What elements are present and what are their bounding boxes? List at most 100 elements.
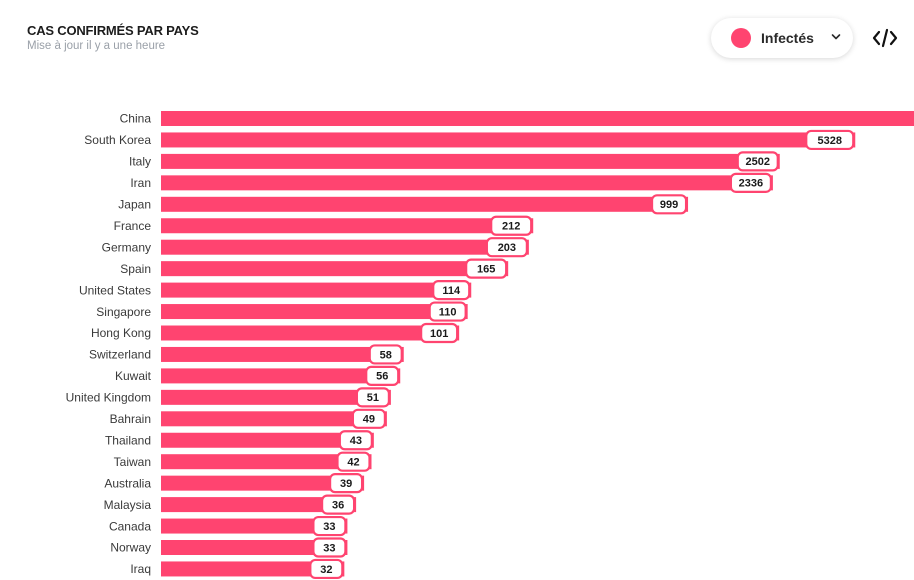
- bar-row: United States 114: [79, 280, 472, 301]
- value-label: 58: [380, 349, 392, 361]
- value-label-box: [338, 430, 373, 451]
- bar: [161, 196, 689, 212]
- value-label-box: [490, 215, 533, 236]
- bar: [161, 497, 357, 513]
- country-label: Iran: [130, 176, 151, 190]
- value-label: 56: [376, 371, 388, 383]
- country-label: Spain: [120, 262, 151, 276]
- bar: [161, 218, 534, 234]
- value-label: 43: [350, 435, 362, 447]
- bar: [161, 540, 348, 555]
- bar-row: Spain 165: [120, 258, 509, 279]
- value-label-box: [729, 172, 772, 193]
- metric-filter-label: Infectés: [761, 30, 814, 46]
- bar: [161, 111, 914, 126]
- bar: [161, 153, 780, 169]
- metric-color-dot: [731, 28, 751, 48]
- bar: [161, 561, 345, 577]
- bar: [161, 325, 460, 341]
- value-label: 51: [367, 392, 379, 404]
- country-label: Kuwait: [115, 369, 152, 383]
- bar: [161, 518, 348, 534]
- value-label-box: [312, 537, 347, 558]
- value-label: 114: [442, 285, 461, 297]
- bar-row: Hong Kong 101: [91, 322, 460, 344]
- value-label-box: [355, 387, 390, 408]
- bar: [161, 454, 372, 470]
- value-label: 110: [439, 306, 457, 318]
- value-label: 39: [340, 478, 352, 490]
- country-label: Hong Kong: [91, 326, 151, 340]
- value-label: 165: [477, 263, 495, 275]
- bar-row: Malaysia 36: [104, 494, 357, 515]
- bar-row: Australia 39: [104, 473, 365, 494]
- value-label: 2502: [746, 156, 770, 168]
- bar-row: Taiwan 42: [114, 451, 372, 472]
- value-label: 49: [363, 414, 375, 426]
- value-label: 212: [502, 221, 520, 233]
- value-label-box: [368, 344, 403, 365]
- country-label: Bahrain: [110, 412, 151, 426]
- bar-row: Japan 999: [118, 194, 689, 215]
- bar: [161, 475, 365, 491]
- bar: [161, 261, 509, 277]
- bar: [161, 432, 374, 448]
- bar-row: Thailand 43: [105, 430, 374, 451]
- bar: [161, 346, 404, 362]
- value-label-box: [336, 451, 371, 472]
- bar: [161, 239, 529, 255]
- country-label: Thailand: [105, 433, 151, 447]
- bar: [161, 389, 391, 405]
- value-label: 33: [323, 542, 335, 554]
- value-label-box: [465, 258, 508, 279]
- chevron-down-icon: [831, 34, 841, 40]
- country-label: Malaysia: [104, 498, 152, 512]
- metric-filter-dropdown[interactable]: Infectés: [711, 18, 853, 58]
- value-label: 36: [332, 499, 344, 511]
- last-updated-text: Mise à jour il y a une heure: [27, 40, 166, 52]
- bar: [161, 175, 773, 191]
- value-label: 5328: [818, 135, 842, 147]
- country-label: Iraq: [130, 562, 151, 576]
- value-label: 101: [430, 328, 448, 340]
- country-label: Taiwan: [114, 455, 151, 469]
- bar: [161, 304, 468, 320]
- value-label-box: [650, 194, 688, 215]
- value-label-box: [485, 237, 528, 258]
- value-label: 999: [660, 199, 678, 211]
- code-embed-icon[interactable]: [872, 26, 898, 50]
- value-label-box: [312, 515, 347, 537]
- value-label-box: [320, 494, 356, 515]
- value-label-box: [805, 129, 855, 151]
- country-label: Germany: [102, 240, 151, 254]
- chart-title: CAS CONFIRMÉS PAR PAYS: [27, 23, 199, 38]
- country-label: United Kingdom: [66, 391, 151, 405]
- country-label: Norway: [110, 541, 151, 555]
- bar-row: China80274: [120, 111, 914, 126]
- bar-row: Switzerland 58: [89, 344, 404, 365]
- country-label: Italy: [129, 155, 151, 169]
- value-label-box: [432, 280, 471, 301]
- country-label: France: [114, 219, 152, 233]
- value-label-box: [365, 365, 400, 386]
- value-label-box: [736, 151, 779, 172]
- bar-row: Norway 33: [110, 537, 348, 558]
- value-label: 33: [323, 521, 335, 533]
- bar: [161, 132, 856, 148]
- bar-row: Iraq 32: [130, 558, 345, 580]
- bar-row: South Korea 5328: [84, 129, 856, 151]
- bar: [161, 282, 472, 298]
- bar-row: Bahrain 49: [110, 408, 387, 429]
- bar: [161, 411, 387, 427]
- value-label-box: [328, 473, 364, 494]
- value-label: 203: [498, 242, 516, 254]
- value-label-box: [428, 301, 467, 322]
- value-label-box: [309, 558, 344, 580]
- value-label-box: [351, 408, 386, 429]
- country-label: South Korea: [84, 133, 151, 147]
- country-label: Australia: [104, 476, 151, 490]
- bar-row: Iran 2336: [130, 172, 773, 193]
- country-label: Singapore: [96, 305, 151, 319]
